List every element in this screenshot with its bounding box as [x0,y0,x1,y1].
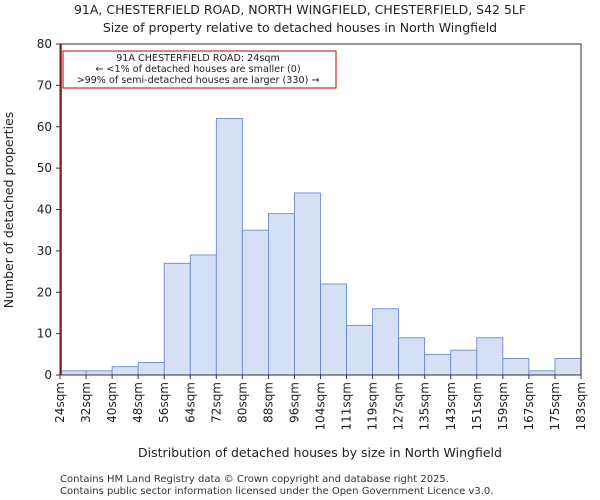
x-axis-label: Distribution of detached houses by size … [138,445,502,460]
footer-line-2: Contains public sector information licen… [60,486,493,497]
annotation-border [62,50,337,89]
x-tick-label: 24sqm [53,382,67,423]
x-tick-label: 159sqm [496,382,510,430]
y-axis: 0 10 20 30 40 50 60 70 80 [37,37,60,382]
bar-88sqm [267,213,295,376]
x-tick-label: 175sqm [548,382,562,430]
bar-119sqm [372,308,400,376]
y-tick-label: 70 [37,78,52,92]
x-tick-label: 80sqm [235,382,249,423]
y-tick-label: 40 [37,203,52,217]
bar-48sqm [137,362,165,376]
y-tick-label: 20 [37,285,52,299]
x-tick-label: 104sqm [314,382,328,430]
bars [59,118,582,376]
y-tick-label: 0 [44,368,52,382]
footer-line-1: Contains HM Land Registry data © Crown c… [60,474,449,485]
bar-96sqm [294,192,321,376]
y-tick-label: 30 [37,244,52,258]
bar-72sqm [215,118,243,376]
x-tick-label: 96sqm [287,382,301,423]
x-axis: 24sqm 32sqm 40sqm 48sqm 56sqm 64sqm 72sqm 80sqm… [53,375,588,430]
bar-151sqm [476,337,504,376]
x-tick-label: 48sqm [131,382,145,423]
x-tick-label: 72sqm [209,382,223,423]
annotation-line-1: 91A CHESTERFIELD ROAD: 24sqm [116,53,280,64]
bar-64sqm [189,254,217,376]
bar-135sqm [424,353,452,376]
x-tick-label: 167sqm [522,382,536,430]
bar-104sqm [320,283,347,376]
bar-40sqm [111,366,139,376]
bar-24sqm [59,370,87,376]
bar-159sqm [502,358,530,376]
bar-127sqm [398,337,426,376]
y-tick-label: 60 [37,120,52,134]
x-tick-label: 111sqm [340,382,354,430]
bar-56sqm [163,262,191,376]
y-tick-label: 50 [37,161,52,175]
x-tick-label: 64sqm [183,382,197,423]
bar-175sqm [554,358,582,376]
x-tick-label: 127sqm [392,382,406,430]
annotation-box: 91A CHESTERFIELD ROAD: 24sqm ← <1% of de… [62,50,337,89]
x-tick-label: 143sqm [444,382,458,430]
x-tick-label: 40sqm [105,382,119,423]
bar-32sqm [85,370,113,376]
y-tick-label: 80 [37,37,52,51]
x-tick-label: 135sqm [418,382,432,430]
x-tick-label: 56sqm [157,382,171,423]
chart-title: 91A, CHESTERFIELD ROAD, NORTH WINGFIELD,… [74,2,526,17]
bar-143sqm [450,349,478,376]
x-tick-label: 32sqm [79,382,93,423]
chart-subtitle: Size of property relative to detached ho… [103,20,497,35]
y-tick-label: 10 [37,327,52,341]
bar-111sqm [346,324,373,376]
annotation-line-3: >99% of semi-detached houses are larger … [77,75,320,86]
x-tick-label: 119sqm [366,382,380,430]
bar-167sqm [528,370,556,376]
bar-80sqm [241,229,269,376]
y-axis-label: Number of detached properties [1,112,16,309]
x-tick-label: 88sqm [261,382,275,423]
x-tick-label: 183sqm [574,382,588,430]
annotation-line-2: ← <1% of detached houses are smaller (0) [95,64,300,75]
x-tick-label: 151sqm [470,382,484,430]
